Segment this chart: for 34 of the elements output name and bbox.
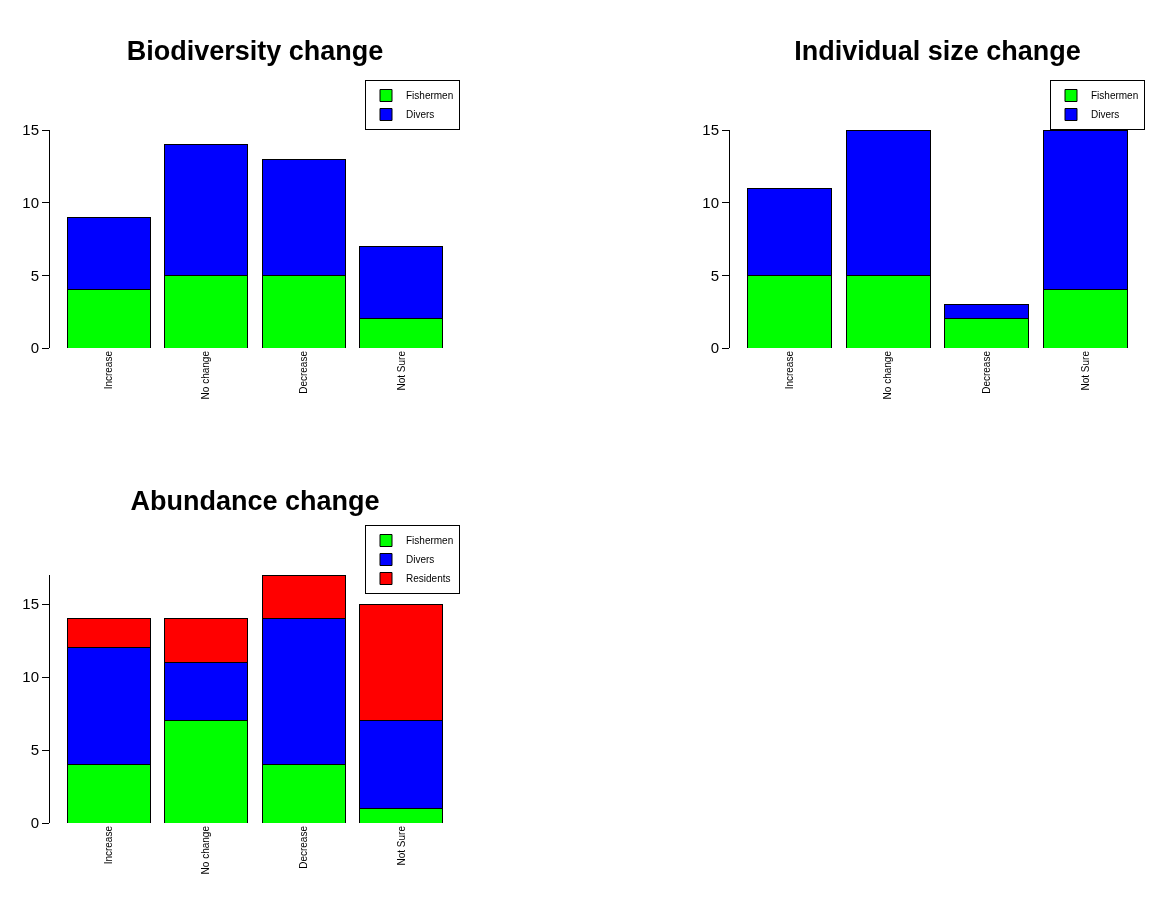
legend-label: Residents <box>406 573 451 585</box>
x-tick-label: Not Sure <box>395 825 407 866</box>
legend-label: Fishermen <box>406 90 454 102</box>
chart-title: Individual size change <box>794 36 1081 67</box>
y-tick-label: 0 <box>30 339 39 357</box>
x-tick-label: No change <box>200 825 212 875</box>
y-tick-label: 0 <box>710 339 719 357</box>
y-tick-label: 0 <box>30 814 39 832</box>
legend-label: Divers <box>406 109 435 121</box>
x-tick-label: Decrease <box>298 350 310 394</box>
y-tick-label: 5 <box>30 266 39 284</box>
x-tick-label: Increase <box>783 350 795 390</box>
y-tick-label: 10 <box>22 193 39 211</box>
x-tick-label: Decrease <box>981 350 993 394</box>
x-tick-label: Increase <box>102 825 114 865</box>
y-tick-label: 10 <box>22 668 39 686</box>
x-tick-label: No change <box>200 350 212 400</box>
x-tick-label: No change <box>882 350 894 400</box>
y-tick-label: 15 <box>22 121 39 139</box>
chart-title: Abundance change <box>130 486 380 517</box>
y-tick-label: 15 <box>702 121 719 139</box>
y-tick-label: 5 <box>710 266 719 284</box>
y-tick-label: 15 <box>22 595 39 613</box>
x-tick-label: Not Sure <box>395 350 407 391</box>
chart-title: Biodiversity change <box>126 36 384 67</box>
legend-label: Fishermen <box>1091 90 1139 102</box>
legend-label: Divers <box>1091 109 1120 121</box>
y-tick-label: 5 <box>30 741 39 759</box>
legend-label: Divers <box>406 554 435 566</box>
x-tick-label: Decrease <box>298 825 310 869</box>
legend-label: Fishermen <box>406 535 454 547</box>
y-tick-label: 10 <box>702 193 719 211</box>
x-tick-label: Increase <box>102 350 114 390</box>
x-tick-label: Not Sure <box>1079 350 1091 391</box>
